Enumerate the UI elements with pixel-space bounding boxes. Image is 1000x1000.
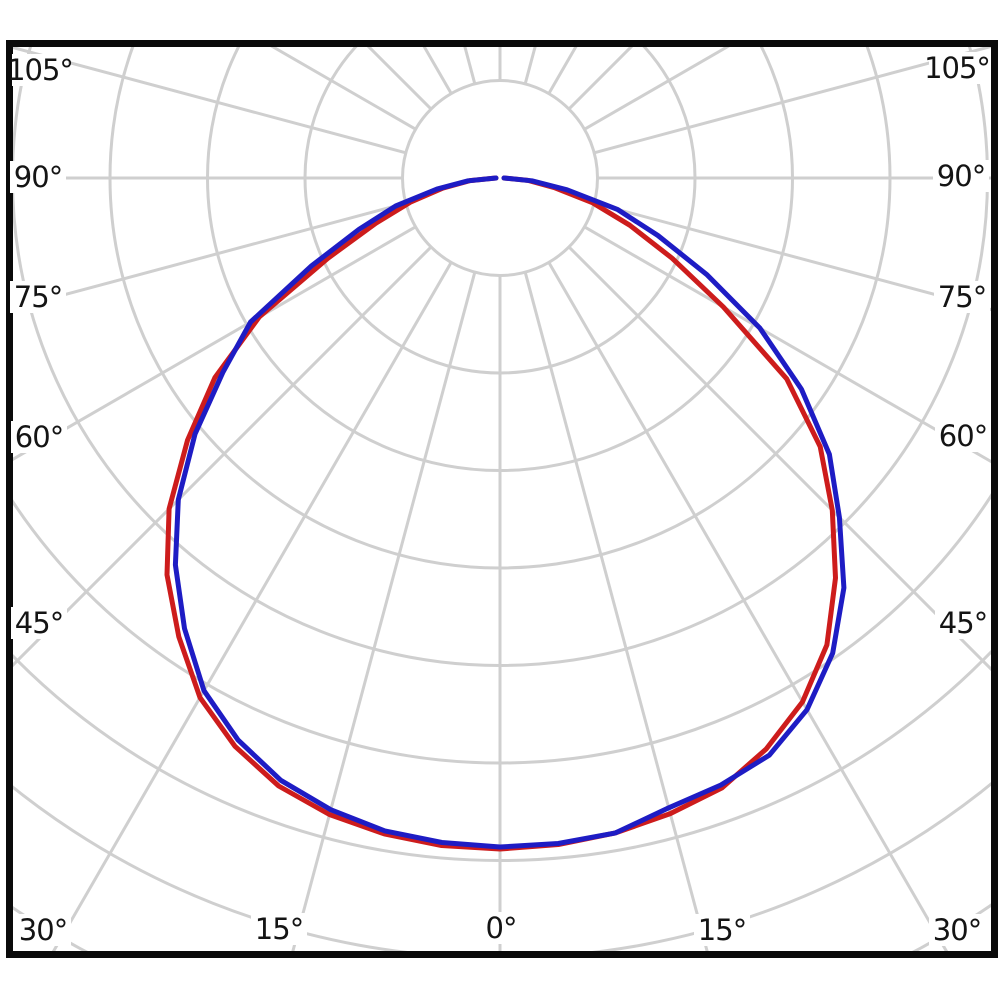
angle-label-backing (11, 421, 67, 453)
angle-label-right-105deg: 105° (924, 51, 990, 85)
angle-label-backing (11, 607, 67, 639)
grid-spoke (289, 271, 477, 958)
angle-label-backing (934, 281, 990, 313)
angle-label-backing (929, 914, 985, 946)
angle-label-backing (935, 607, 991, 639)
angle-label-bottom-15deg: 15° (255, 912, 303, 946)
angle-label-right-75deg: 75° (938, 280, 986, 314)
angle-label-backing (935, 420, 991, 452)
angle-label-backing (10, 281, 66, 313)
grid-spoke (6, 225, 417, 465)
grid-spoke (6, 44, 407, 155)
grid-spoke (567, 245, 998, 679)
angle-label-left-105deg: 105° (7, 53, 73, 87)
grid-spoke (47, 261, 453, 958)
angle-labels: 105° 90° 75° 60° 45° 105° 90° 75° 60° 45° 30° 15° 0°… (7, 51, 991, 947)
grid-spoke (593, 43, 998, 155)
angle-label-backing (694, 914, 750, 946)
angle-label-left-60deg: 60° (15, 420, 63, 454)
angle-label-left-75deg: 75° (14, 280, 62, 314)
angle-label-backing (933, 160, 989, 192)
chart-frame (6, 40, 998, 958)
grid-spoke (593, 201, 998, 313)
angle-label-left-90deg: 90° (14, 160, 62, 194)
grid-spoke (6, 201, 407, 312)
grid-spoke (583, 225, 998, 468)
blue-curve (172, 175, 847, 850)
angle-label-left-45deg: 45° (15, 606, 63, 640)
angle-label-bottom-15deg: 15° (698, 913, 746, 947)
grid-spoke (6, 245, 433, 675)
angle-label-backing (251, 913, 307, 945)
angle-label-backing (15, 914, 71, 946)
angle-label-bottom-0deg: 0° (486, 911, 517, 945)
angle-label-bottom-30deg: 30° (933, 913, 981, 947)
angle-label-bottom-30deg: 30° (19, 913, 67, 947)
angle-label-right-60deg: 60° (939, 419, 987, 453)
angle-label-backing (10, 161, 66, 193)
angle-label-right-45deg: 45° (939, 606, 987, 640)
angle-label-right-90deg: 90° (937, 159, 985, 193)
angle-label-backing (473, 912, 529, 944)
angle-label-backing (929, 52, 985, 84)
intensity-curves (164, 175, 847, 852)
angle-label-backing (12, 54, 68, 86)
grid-spoke (523, 271, 711, 958)
grid-spoke (547, 261, 953, 958)
